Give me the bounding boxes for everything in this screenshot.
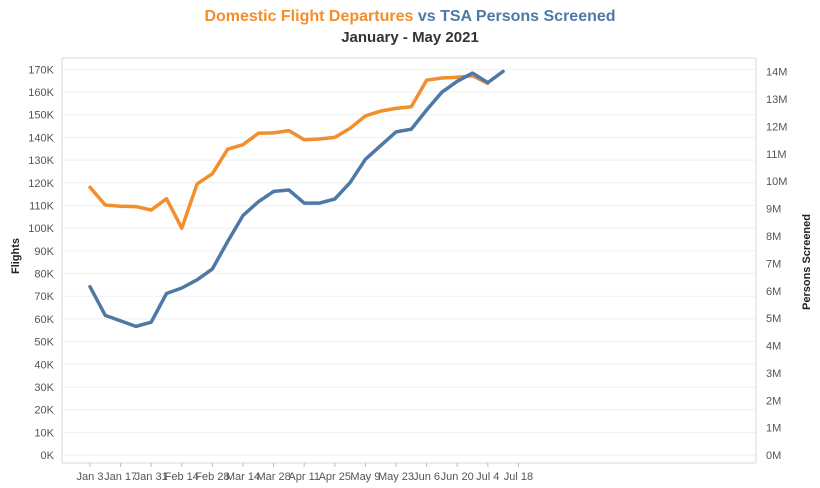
y-left-tick-label: 20K — [34, 405, 54, 417]
y-left-tick-label: 110K — [29, 200, 55, 212]
x-tick-label: May 9 — [350, 471, 380, 483]
y-right-tick-label: 1M — [766, 423, 781, 435]
y-left-tick-label: 60K — [34, 314, 54, 326]
x-tick-label: Jul 4 — [476, 471, 499, 483]
y-right-tick-label: 2M — [766, 395, 781, 407]
y-left-tick-label: 170K — [28, 64, 54, 76]
axes: 0K 10K 20K 30K 40K 50K 60K 70K 80K 90K 100K 110K 120… — [28, 57, 787, 483]
y-right-tick-label: 8M — [766, 231, 781, 243]
x-tick-label: Jun 20 — [441, 471, 474, 483]
y-right-tick-label: 4M — [766, 341, 781, 353]
y-left-tick-label: 10K — [34, 427, 54, 439]
x-tick-label: Jan 3 — [77, 471, 104, 483]
x-tick-label: Jan 17 — [104, 471, 137, 483]
title-vs-part: vs — [413, 8, 440, 25]
y-left-tick-label: 70K — [34, 291, 54, 303]
title-tsa-part: TSA Persons Screened — [440, 8, 615, 25]
y-right-tick-label: 10M — [766, 176, 787, 188]
x-tick-label: Jan 31 — [135, 471, 168, 483]
y-left-tick-label: 160K — [28, 87, 54, 99]
y-left-tick-label: 130K — [28, 155, 54, 167]
y-left-tick-label: 150K — [28, 110, 54, 122]
y-right-tick-label: 13M — [766, 94, 787, 106]
y-left-tick-label: 90K — [34, 246, 54, 258]
x-tick-label: Apr 11 — [288, 471, 320, 483]
x-tick-label: Mar 28 — [256, 471, 290, 483]
x-tick-label: Jul 18 — [504, 471, 533, 483]
x-tick-label: May 23 — [378, 471, 414, 483]
series-lines — [88, 69, 505, 329]
y-right-tick-label: 6M — [766, 286, 781, 298]
x-tick-label: Apr 25 — [319, 471, 351, 483]
y-right-tick-label: 0M — [766, 450, 781, 462]
y-left-tick-label: 0K — [41, 450, 55, 462]
chart-title: Domestic Flight Departures vs TSA Person… — [204, 8, 615, 25]
title-flights-part: Domestic Flight Departures — [204, 8, 413, 25]
tsa-screened-line — [88, 69, 505, 329]
x-tick-label: Jun 6 — [413, 471, 440, 483]
y-right-tick-label: 9M — [766, 204, 781, 216]
y-left-tick-label: 120K — [28, 178, 54, 190]
flights-line — [88, 73, 490, 230]
y-right-tick-label: 3M — [766, 368, 781, 380]
y-left-tick-label: 30K — [34, 382, 54, 394]
y-left-tick-label: 100K — [28, 223, 54, 235]
y-axis-right-label: Persons Screened — [801, 214, 813, 310]
y-left-tick-label: 50K — [34, 337, 54, 349]
x-tick-label: Feb 28 — [195, 471, 229, 483]
x-tick-label: Feb 14 — [165, 471, 199, 483]
chart-subtitle: January - May 2021 — [341, 29, 479, 46]
y-left-tick-label: 80K — [34, 269, 54, 281]
y-axis-left-label: Flights — [10, 238, 22, 274]
y-right-tick-label: 7M — [766, 258, 781, 270]
y-right-tick-label: 12M — [766, 121, 787, 133]
x-tick-label: Mar 14 — [226, 471, 260, 483]
gridlines — [62, 68, 756, 456]
y-right-tick-label: 11M — [766, 149, 787, 161]
y-right-tick-label: 14M — [766, 67, 787, 79]
y-right-tick-label: 5M — [766, 313, 781, 325]
y-left-tick-label: 140K — [28, 132, 54, 144]
y-left-tick-label: 40K — [34, 359, 54, 371]
